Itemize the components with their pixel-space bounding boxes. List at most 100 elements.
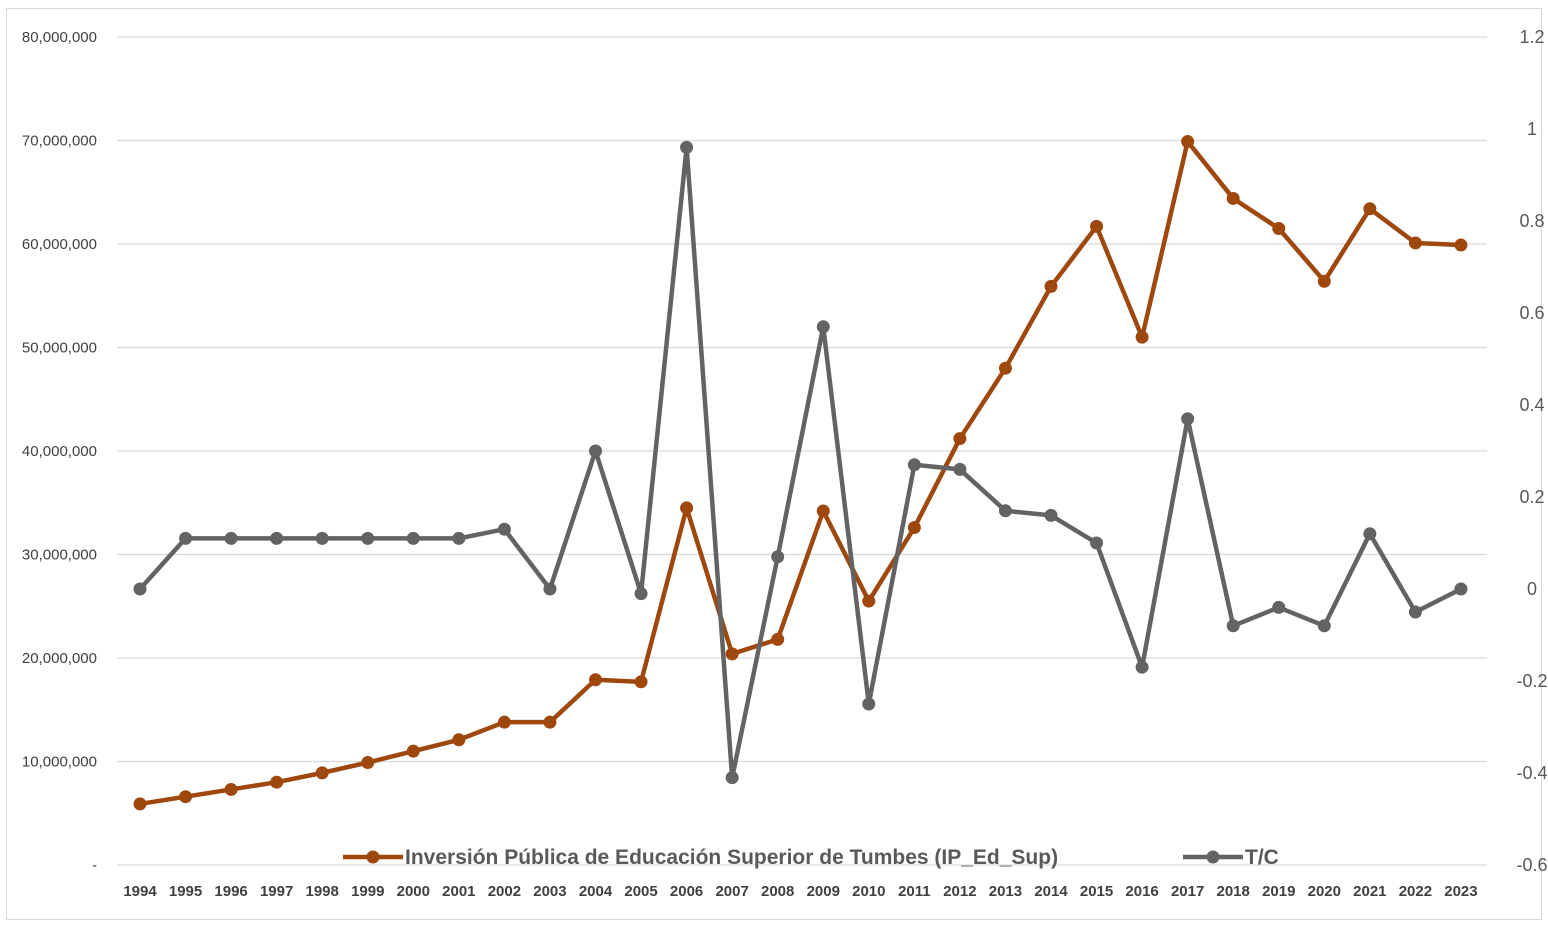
- legend-label: Inversión Pública de Educación Superior …: [405, 846, 1058, 869]
- x-axis-tick-label: 2014: [1034, 883, 1068, 900]
- series-t-c: [133, 140, 1468, 785]
- data-point: [497, 522, 511, 536]
- data-point: [133, 797, 147, 811]
- data-point: [907, 521, 921, 535]
- data-point: [543, 715, 557, 729]
- right-axis-tick-label: -0.2: [1516, 671, 1547, 691]
- left-axis-ticks: - 10,000,000 20,000,000 30,000,000 40,000,00…: [22, 29, 97, 874]
- left-axis-tick-label: 20,000,000: [22, 650, 97, 667]
- data-point: [315, 531, 329, 545]
- x-axis-tick-label: 1999: [351, 883, 384, 900]
- data-point: [725, 647, 739, 661]
- x-axis-tick-label: 1998: [306, 883, 339, 900]
- data-point: [1408, 236, 1422, 250]
- data-point: [634, 587, 648, 601]
- data-point: [998, 361, 1012, 375]
- data-point: [1272, 600, 1286, 614]
- left-axis-tick-label: -: [92, 857, 97, 874]
- data-point: [315, 766, 329, 780]
- x-axis-tick-label: 2021: [1353, 883, 1386, 900]
- data-point: [1272, 221, 1286, 235]
- x-axis-tick-label: 1997: [260, 883, 293, 900]
- legend-swatch-marker: [366, 850, 380, 864]
- data-point: [179, 531, 193, 545]
- data-point: [1454, 582, 1468, 596]
- right-axis-tick-label: 1.2: [1519, 27, 1544, 47]
- data-point: [1226, 619, 1240, 633]
- data-point: [224, 782, 238, 796]
- data-point: [680, 501, 694, 515]
- right-axis-tick-label: 1: [1527, 119, 1537, 139]
- data-point: [771, 550, 785, 564]
- data-point: [497, 715, 511, 729]
- series-line: [139, 139, 1462, 807]
- x-axis-tick-label: 2002: [488, 883, 521, 900]
- x-axis-tick-label: 2006: [670, 883, 703, 900]
- x-axis-tick-label: 2017: [1171, 883, 1204, 900]
- x-axis-tick-label: 2005: [624, 883, 657, 900]
- right-axis-tick-label: -0.4: [1516, 763, 1547, 783]
- data-point: [998, 504, 1012, 518]
- x-axis-tick-label: 2004: [579, 883, 613, 900]
- x-axis-tick-label: 1994: [123, 883, 157, 900]
- data-point: [862, 697, 876, 711]
- data-point: [907, 458, 921, 472]
- data-point: [1090, 536, 1104, 550]
- chart-frame: [6, 8, 1542, 920]
- data-point: [634, 675, 648, 689]
- x-axis-tick-label: 2003: [533, 883, 566, 900]
- data-point: [224, 531, 238, 545]
- x-axis-tick-label: 2007: [715, 883, 748, 900]
- data-point: [816, 320, 830, 334]
- legend-item[interactable]: Inversión Pública de Educación Superior …: [343, 846, 1058, 869]
- left-axis-tick-label: 30,000,000: [22, 547, 97, 564]
- x-axis-tick-label: 1996: [214, 883, 247, 900]
- left-axis-tick-label: 60,000,000: [22, 236, 97, 253]
- x-axis-tick-label: 2009: [807, 883, 840, 900]
- grid-lines: [117, 36, 1487, 866]
- data-point: [406, 531, 420, 545]
- x-axis-tick-label: 2019: [1262, 883, 1295, 900]
- data-point: [179, 790, 193, 804]
- data-point: [1044, 508, 1058, 522]
- data-point: [1363, 202, 1377, 216]
- data-point: [771, 632, 785, 646]
- legend-label: T/C: [1245, 846, 1279, 869]
- right-axis-ticks: -0.6 -0.4 -0.2 0 0.2 0.4 0.6 0.8 1 1.2: [1516, 27, 1547, 875]
- right-axis-tick-label: 0.2: [1519, 487, 1544, 507]
- data-point: [1044, 279, 1058, 293]
- x-axis-tick-label: 2015: [1080, 883, 1113, 900]
- left-axis-tick-label: 80,000,000: [22, 29, 97, 46]
- right-axis-tick-label: 0: [1527, 579, 1537, 599]
- data-point: [953, 462, 967, 476]
- left-axis-tick-label: 70,000,000: [22, 133, 97, 150]
- x-axis-tick-label: 2020: [1308, 883, 1341, 900]
- x-axis-tick-label: 2013: [989, 883, 1022, 900]
- data-point: [816, 504, 830, 518]
- data-point: [543, 582, 557, 596]
- right-axis-tick-label: 0.4: [1519, 395, 1544, 415]
- x-axis-tick-label: 2010: [852, 883, 885, 900]
- data-point: [361, 756, 375, 770]
- legend-swatch-marker: [1206, 850, 1220, 864]
- right-axis-tick-label: 0.6: [1519, 303, 1544, 323]
- data-point: [1408, 605, 1422, 619]
- data-point: [1317, 274, 1331, 288]
- data-point: [589, 673, 602, 687]
- data-point: [1181, 135, 1195, 149]
- legend[interactable]: Inversión Pública de Educación Superior …: [343, 846, 1279, 869]
- left-axis-tick-label: 50,000,000: [22, 340, 97, 357]
- data-point: [1135, 660, 1149, 674]
- data-point: [862, 594, 876, 608]
- data-point: [1135, 330, 1149, 344]
- x-axis-tick-label: 2016: [1125, 883, 1158, 900]
- data-point: [725, 771, 739, 785]
- x-axis-tick-label: 2023: [1444, 883, 1477, 900]
- legend-item[interactable]: T/C: [1183, 846, 1279, 869]
- left-axis-tick-label: 10,000,000: [22, 754, 97, 771]
- data-point: [680, 140, 694, 154]
- data-point: [1363, 527, 1377, 541]
- x-axis-tick-label: 2011: [898, 883, 931, 900]
- data-point: [1317, 619, 1331, 633]
